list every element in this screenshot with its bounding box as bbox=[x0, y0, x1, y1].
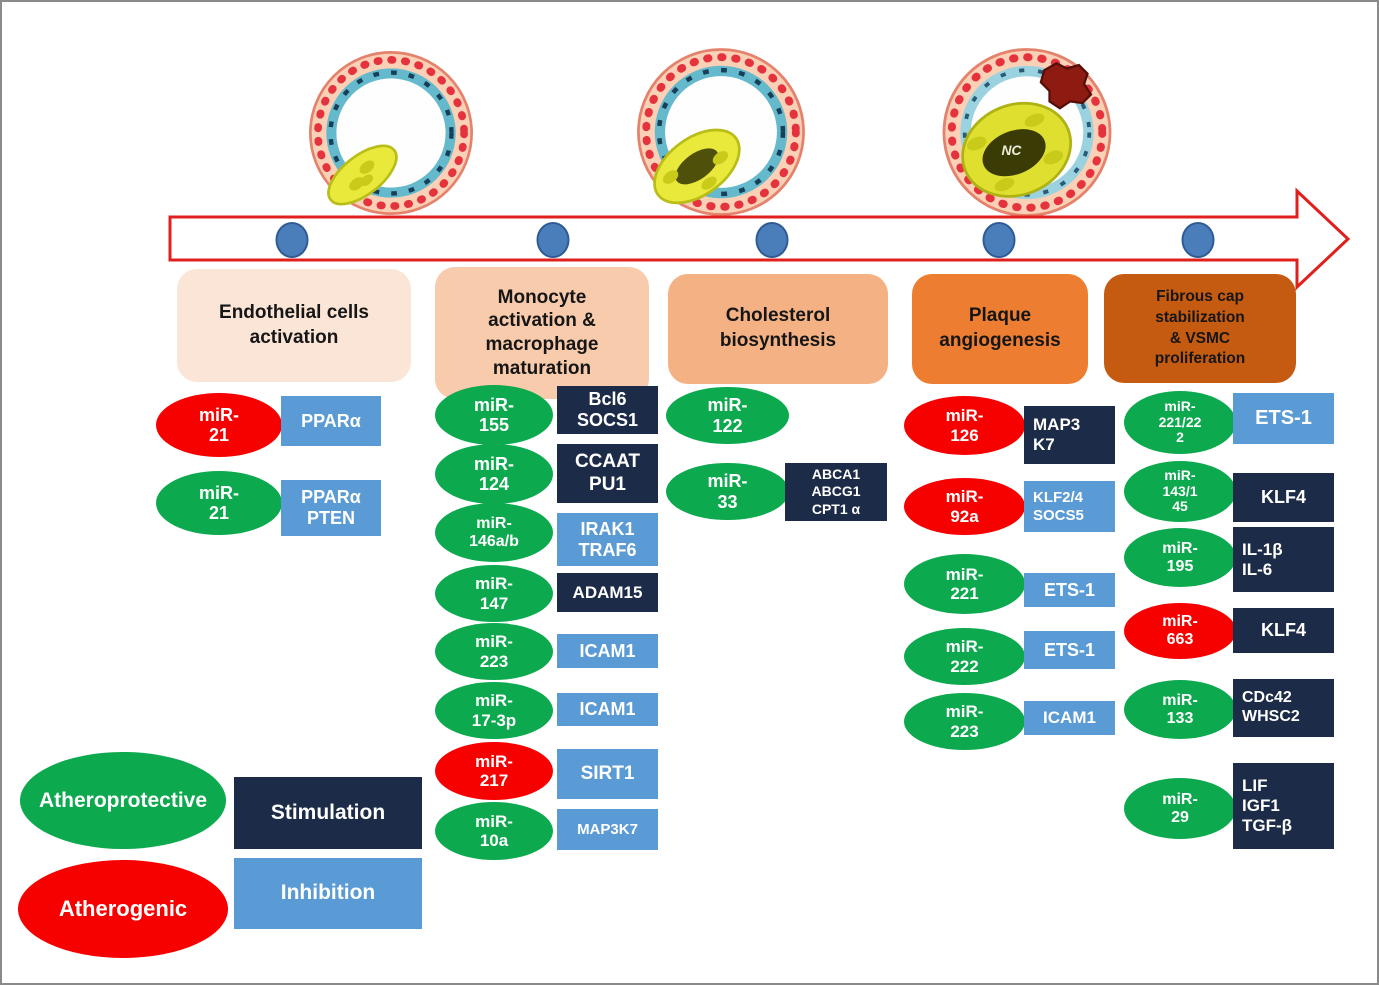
mir-oval-663: miR- 663 bbox=[1124, 603, 1236, 659]
thrombus bbox=[1039, 62, 1093, 110]
mir-oval-21-atherogenic: miR- 21 bbox=[156, 393, 282, 457]
legend-stimulation-box: Stimulation bbox=[234, 777, 422, 849]
mir-oval-33: miR- 33 bbox=[666, 463, 789, 520]
target-box-ets1-c: ETS-1 bbox=[1233, 393, 1334, 444]
target-box-klf4-a: KLF4 bbox=[1233, 473, 1334, 522]
target-box-ets1-a: ETS-1 bbox=[1024, 573, 1115, 607]
mir-oval-92a: miR- 92a bbox=[904, 478, 1025, 535]
timeline-dot-5 bbox=[1181, 222, 1215, 258]
artery-red-cells-ring bbox=[642, 53, 800, 211]
timeline-dot-1 bbox=[275, 222, 309, 258]
mir-oval-17-3p: miR- 17-3p bbox=[435, 682, 553, 739]
target-box-klf4-b: KLF4 bbox=[1233, 608, 1334, 653]
mir-oval-221: miR- 221 bbox=[904, 554, 1025, 614]
stage-header-endothelial-activation: Endothelial cells activation bbox=[177, 269, 411, 382]
artery-cross-section-stage3: NC bbox=[942, 48, 1112, 217]
lipid-plaque-large bbox=[961, 101, 1073, 198]
target-box-bcl6-socs1: Bcl6 SOCS1 bbox=[557, 386, 658, 434]
lipid-deposit-small bbox=[327, 144, 398, 206]
timeline-arrow bbox=[168, 187, 1351, 291]
legend-atheroprotective-oval: Atheroprotective bbox=[20, 752, 226, 849]
target-box-irak1-traf6: IRAK1 TRAF6 bbox=[557, 513, 658, 566]
mir-oval-133: miR- 133 bbox=[1124, 680, 1236, 739]
stage-header-monocyte-activation: Monocyte activation & macrophage maturat… bbox=[435, 267, 649, 399]
stage-header-cholesterol-biosynthesis: Cholesterol biosynthesis bbox=[668, 274, 888, 384]
target-box-lif-igf1-tgfb: LIF IGF1 TGF-β bbox=[1233, 763, 1334, 849]
mir-oval-21-atheroprotective: miR- 21 bbox=[156, 471, 282, 535]
mir-oval-217: miR- 217 bbox=[435, 742, 553, 800]
timeline-dots bbox=[275, 222, 1215, 258]
mir-oval-223-stage2: miR- 223 bbox=[435, 623, 553, 680]
necrotic-core-label: NC bbox=[1001, 142, 1022, 158]
target-box-cdc42-whsc2: CDc42 WHSC2 bbox=[1233, 679, 1334, 737]
mir-oval-155: miR- 155 bbox=[435, 385, 553, 445]
mir-oval-223-stage4: miR- 223 bbox=[904, 693, 1025, 750]
mir-oval-124: miR- 124 bbox=[435, 444, 553, 504]
artery-cross-section-stage2 bbox=[637, 48, 805, 216]
target-box-icam1-a: ICAM1 bbox=[557, 634, 658, 668]
artery-endothelium-nuclei bbox=[328, 70, 454, 196]
timeline-dot-2 bbox=[536, 222, 570, 258]
target-box-adam15: ADAM15 bbox=[557, 573, 658, 612]
mir-oval-222: miR- 222 bbox=[904, 628, 1025, 685]
target-box-ets1-b: ETS-1 bbox=[1024, 631, 1115, 669]
mir-oval-126: miR- 126 bbox=[904, 396, 1025, 455]
mir-oval-29: miR- 29 bbox=[1124, 778, 1236, 839]
artery-red-cells-ring bbox=[314, 56, 468, 210]
target-box-map3k7-blue: MAP3K7 bbox=[557, 809, 658, 850]
target-box-sirt1: SIRT1 bbox=[557, 749, 658, 799]
stage-header-plaque-angiogenesis: Plaque angiogenesis bbox=[912, 274, 1088, 384]
target-box-il1b-il6: IL-1β IL-6 bbox=[1233, 527, 1334, 592]
target-box-abca1-abcg1-cpt1a: ABCA1 ABCG1 CPT1 α bbox=[785, 463, 887, 521]
mir-oval-143-145: miR- 143/1 45 bbox=[1124, 461, 1236, 522]
target-box-ppara-pten: PPARα PTEN bbox=[281, 480, 381, 536]
timeline-dot-4 bbox=[982, 222, 1016, 258]
mir-oval-147: miR- 147 bbox=[435, 565, 553, 622]
lipid-plaque-medium bbox=[653, 128, 741, 205]
artery-red-cells-ring bbox=[947, 53, 1107, 212]
artery-endothelium-nuclei bbox=[656, 67, 786, 197]
target-box-icam1-c: ICAM1 bbox=[1024, 701, 1115, 735]
mir-oval-221-222: miR- 221/22 2 bbox=[1124, 391, 1236, 454]
mir-oval-10a: miR- 10a bbox=[435, 802, 553, 860]
stage-header-fibrous-cap: Fibrous cap stabilization & VSMC prolife… bbox=[1104, 274, 1296, 383]
mir-oval-122: miR- 122 bbox=[666, 387, 789, 444]
mir-oval-146ab: miR- 146a/b bbox=[435, 503, 553, 562]
legend-atherogenic-oval: Atherogenic bbox=[18, 860, 228, 958]
target-box-ccaat-pu1: CCAAT PU1 bbox=[557, 444, 658, 503]
artery-cross-section-stage1 bbox=[309, 51, 473, 215]
legend-inhibition-box: Inhibition bbox=[234, 858, 422, 929]
mir-oval-195: miR- 195 bbox=[1124, 528, 1236, 587]
target-box-ppara: PPARα bbox=[281, 396, 381, 446]
target-box-icam1-b: ICAM1 bbox=[557, 693, 658, 726]
target-box-map3k7-navy: MAP3 K7 bbox=[1024, 406, 1115, 464]
timeline-dot-3 bbox=[755, 222, 789, 258]
target-box-klf24-socs5: KLF2/4 SOCS5 bbox=[1024, 481, 1115, 532]
